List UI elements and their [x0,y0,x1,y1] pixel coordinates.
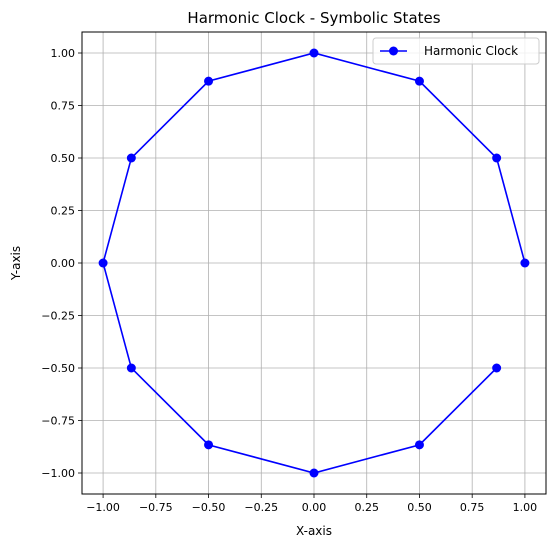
y-tick-label: −0.25 [41,310,75,323]
y-tick-label: −0.75 [41,415,75,428]
data-point [414,76,424,86]
y-tick-label: 1.00 [51,47,76,60]
x-axis: −1.00 −0.75 −0.50 −0.25 0.00 0.25 0.50 0.75 1.00 [86,494,537,514]
data-point [414,440,424,450]
data-point [126,153,136,163]
x-tick-label: 0.25 [354,501,379,514]
data-point [126,363,136,373]
legend-marker [389,46,398,56]
data-point [98,258,108,268]
x-tick-label: 0.50 [407,501,432,514]
legend-box [372,37,540,65]
y-tick-label: 0.50 [51,152,76,165]
x-tick-label: −0.75 [139,501,173,514]
x-tick-label: −1.00 [86,501,120,514]
series-line [102,52,526,474]
legend-label: Harmonic Clock [424,44,518,58]
y-tick-label: −1.00 [41,467,75,480]
data-point [492,153,502,163]
y-tick-label: 0.75 [51,100,76,113]
x-tick-label: −0.25 [244,501,278,514]
x-tick-label: −0.50 [192,501,226,514]
data-point [204,76,214,86]
data-point [204,440,214,450]
data-point [492,363,502,373]
y-tick-label: 0.25 [51,205,76,218]
legend: Harmonic Clock [372,37,540,65]
y-tick-label: 0.00 [51,257,76,270]
x-tick-label: 0.00 [302,501,327,514]
y-axis-label: Y-axis [9,246,23,281]
x-tick-label: 0.75 [460,501,485,514]
chart-title: Harmonic Clock - Symbolic States [187,9,440,27]
data-point [520,258,530,268]
data-point [309,468,319,478]
data-point [309,48,319,58]
y-tick-label: −0.50 [41,362,75,375]
x-axis-label: X-axis [296,524,332,538]
x-tick-label: 1.00 [513,501,538,514]
y-axis: −1.00 −0.75 −0.50 −0.25 0.00 0.25 0.50 0.75 1.00 [41,47,82,480]
series-layer [98,48,530,478]
grid [82,32,546,494]
